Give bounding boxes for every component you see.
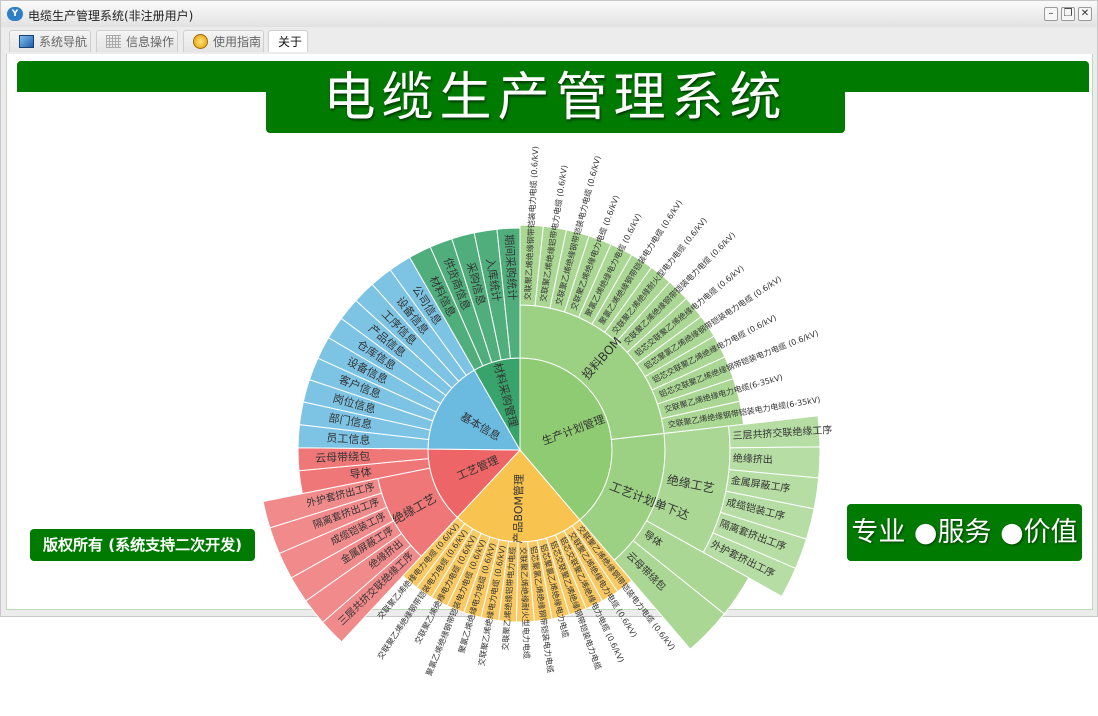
title-bar: Y 电缆生产管理系统(非注册用户) – ❐ ✕ [1,1,1097,27]
grid-icon [106,35,121,48]
tab-system-nav[interactable]: 系统导航 [9,30,91,52]
sunburst-label: 产品BOM管理 [511,474,526,544]
restore-button[interactable]: ❐ [1061,7,1075,21]
tab-label: 使用指南 [213,35,262,49]
close-button[interactable]: ✕ [1078,7,1092,21]
minimize-button[interactable]: – [1044,7,1058,21]
tab-about[interactable]: 关于 [268,30,308,52]
sunburst-label: 期间采购统计 [502,234,519,301]
sunburst-label: 员工信息 [326,430,371,447]
page-title: 电缆生产管理系统 [266,63,845,133]
tab-label: 系统导航 [39,35,88,49]
monitor-icon [19,35,34,48]
tab-user-guide[interactable]: 使用指南 [183,30,264,52]
sunburst-label: 绝缘挤出 [733,451,774,466]
sunburst-label: 交联聚乙烯绝缘耐火型电力电缆 [519,547,532,659]
slogan-badge: 专业 ●服务 ●价值 [847,504,1082,561]
copyright-badge: 版权所有 (系统支持二次开发) [30,529,255,561]
tab-label: 关于 [278,35,303,49]
sunburst-label: 导体 [349,464,373,481]
window-title: 电缆生产管理系统(非注册用户) [28,9,194,23]
sunburst-segment[interactable] [496,227,521,360]
app-logo-icon: Y [7,7,23,21]
tab-info-ops[interactable]: 信息操作 [96,30,178,52]
help-icon [193,34,208,49]
tab-label: 信息操作 [126,35,175,49]
sunburst-label: 云母带绕包 [315,450,370,465]
